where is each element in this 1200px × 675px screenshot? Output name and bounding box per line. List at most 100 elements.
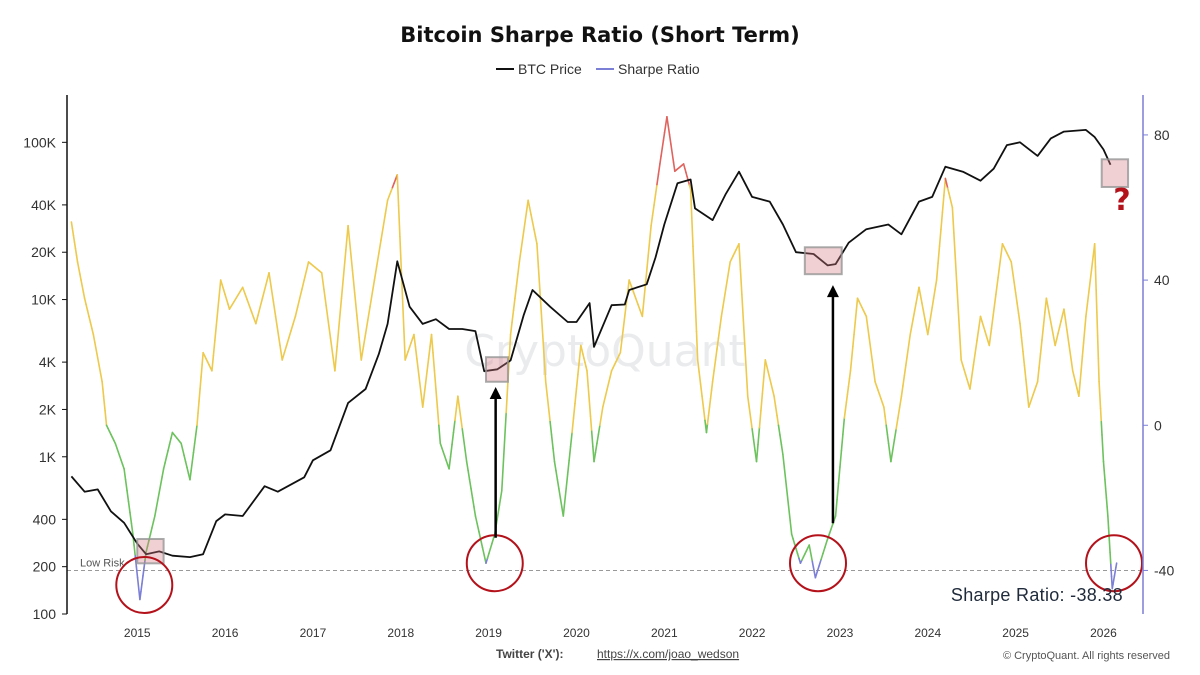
question-mark-annotation: ? <box>1113 183 1130 218</box>
sharpe-ratio-segment <box>897 406 901 419</box>
sharpe-ratio-segment <box>76 261 80 269</box>
x-tick-label: 2016 <box>212 626 239 640</box>
sharpe-ratio-segment <box>670 143 673 154</box>
sharpe-ratio-segment <box>358 336 363 361</box>
x-axis-ticks: 2015 2016 2017 2018 2019 2020 2021 2022 2023 2024… <box>124 626 1117 640</box>
sharpe-ratio-segment <box>571 417 575 434</box>
sharpe-ratio-segment <box>963 368 967 376</box>
sharpe-ratio-segment <box>528 206 532 216</box>
sharpe-ratio-segment <box>932 288 936 300</box>
sharpe-ratio-segment <box>948 192 951 199</box>
sharpe-ratio-segment <box>396 174 400 207</box>
sharpe-ratio-segment <box>602 400 606 408</box>
y-left-tick-label: 10K <box>31 292 57 308</box>
sharpe-ratio-segment <box>417 370 421 384</box>
sharpe-ratio-segment <box>546 394 550 410</box>
y-left-tick-label: 4K <box>39 354 57 370</box>
sharpe-ratio-segment <box>907 333 912 346</box>
sharpe-ratio-segment <box>757 426 761 446</box>
x-tick-label: 2025 <box>1002 626 1029 640</box>
sharpe-ratio-segment <box>951 206 955 234</box>
sharpe-ratio-segment <box>1105 497 1108 508</box>
sharpe-ratio-segment <box>784 480 789 496</box>
sharpe-ratio-segment <box>609 370 613 378</box>
sharpe-ratio-segment <box>1069 349 1073 362</box>
sharpe-ratio-segment <box>104 409 107 419</box>
sharpe-ratio-segment <box>651 204 655 217</box>
sharpe-ratio-segment <box>133 544 137 557</box>
sharpe-ratio-segment <box>158 483 162 494</box>
x-tick-label: 2017 <box>300 626 327 640</box>
sharpe-ratio-segment <box>569 431 573 448</box>
sharpe-ratio-segment <box>751 428 755 441</box>
sharpe-ratio-segment <box>211 354 215 372</box>
sharpe-ratio-segment <box>865 315 869 329</box>
sharpe-ratio-segment <box>760 393 764 412</box>
sharpe-ratio-segment <box>763 359 767 378</box>
sharpe-ratio-segment <box>499 489 503 499</box>
sharpe-ratio-segment <box>844 401 848 411</box>
sharpe-ratio-segment <box>764 359 768 367</box>
footer-twitter-link[interactable]: https://x.com/joao_wedson <box>597 647 739 661</box>
sharpe-ratio-segment <box>593 451 597 463</box>
highlight-box-2022 <box>803 246 843 276</box>
sharpe-ratio-segment <box>972 351 977 366</box>
sharpe-ratio-segment <box>129 511 133 525</box>
sharpe-ratio-segment <box>586 370 589 387</box>
sharpe-ratio-segment <box>937 245 941 264</box>
sharpe-ratio-segment <box>89 321 93 330</box>
sharpe-ratio-segment <box>1020 336 1024 353</box>
sharpe-ratio-segment <box>628 279 633 287</box>
sharpe-ratio-segment <box>739 268 743 296</box>
sharpe-ratio-segment <box>186 466 190 475</box>
sharpe-ratio-segment <box>71 227 75 237</box>
sharpe-ratio-segment <box>470 487 474 499</box>
sharpe-ratio-segment <box>848 370 852 380</box>
sharpe-ratio-segment <box>92 333 96 344</box>
sharpe-ratio-segment <box>170 431 174 440</box>
sharpe-ratio-segment <box>1083 315 1087 331</box>
sharpe-ratio-segment <box>893 428 897 441</box>
sharpe-ratio-segment <box>1039 339 1043 355</box>
sharpe-ratio-segment <box>214 324 218 342</box>
sharpe-ratio-segment <box>155 499 159 509</box>
sharpe-ratio-segment <box>702 407 706 422</box>
sharpe-ratio-segment <box>540 311 544 337</box>
sharpe-ratio-segment <box>1070 359 1074 372</box>
sharpe-ratio-segment <box>689 188 693 219</box>
x-tick-label: 2022 <box>739 626 766 640</box>
sharpe-ratio-segment <box>468 478 472 490</box>
sharpe-ratio-segment <box>75 254 79 263</box>
sharpe-ratio-segment <box>632 291 637 300</box>
sharpe-ratio-segment <box>196 412 199 427</box>
sharpe-ratio-segment <box>218 279 222 297</box>
sharpe-ratio-segment <box>1096 311 1099 337</box>
y-right-tick-label: 80 <box>1154 127 1170 143</box>
sharpe-ratio-segment <box>626 279 630 293</box>
sharpe-ratio-segment <box>837 466 841 485</box>
y-right-tick-label: -40 <box>1154 562 1174 578</box>
sharpe-ratio-segment <box>414 345 418 360</box>
sharpe-ratio-segment <box>1106 506 1109 517</box>
sharpe-ratio-segment <box>566 459 570 476</box>
sharpe-ratio-segment <box>741 293 745 321</box>
sharpe-ratio-segment <box>1102 460 1106 472</box>
sharpe-ratio-segment <box>215 309 219 327</box>
x-tick-label: 2015 <box>124 626 151 640</box>
sharpe-ratio-segment <box>1093 243 1097 268</box>
sharpe-ratio-segment <box>849 357 853 372</box>
sharpe-ratio-segment <box>957 308 961 336</box>
footer-twitter-label: Twitter ('X'): <box>496 647 563 661</box>
arrow-2022-head <box>826 285 839 298</box>
sharpe-ratio-segment <box>895 417 899 430</box>
sharpe-ratio-segment <box>1097 357 1100 383</box>
sharpe-ratio-segment <box>921 302 925 312</box>
sharpe-ratio-segment <box>1011 271 1015 284</box>
sharpe-ratio-segment <box>1022 350 1026 367</box>
sharpe-ratio-segment <box>283 344 288 354</box>
sharpe-ratio-segment <box>949 197 953 204</box>
y-left-tick-label: 1K <box>39 449 57 465</box>
sharpe-ratio-segment <box>749 417 753 430</box>
y-right-tick-label: 0 <box>1154 417 1162 433</box>
sharpe-ratio-segment <box>438 424 442 445</box>
